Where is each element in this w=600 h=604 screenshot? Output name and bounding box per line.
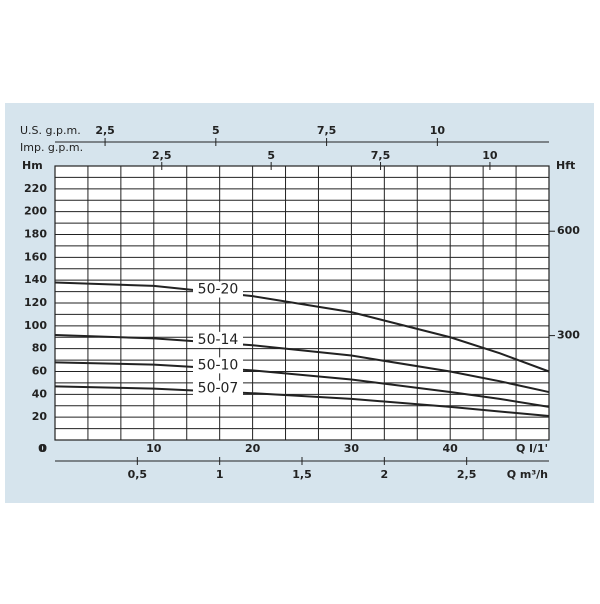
y-tick-label: 80 (32, 342, 48, 355)
y-tick-label: 180 (24, 228, 47, 241)
label-bg (193, 357, 243, 374)
axis-label: Q m³/h (507, 468, 548, 481)
y-tick-label: 100 (24, 319, 47, 332)
x-tick-label: 7,5 (317, 124, 337, 137)
x-tick-label: 10 (482, 149, 498, 162)
label-bg (193, 380, 243, 397)
x-tick-label: 1 (216, 468, 224, 481)
curve (54, 385, 550, 418)
y-tick-label: 0 (39, 442, 47, 455)
y-tick-label: 200 (24, 205, 47, 218)
y2-tick-label: 600 (557, 224, 580, 237)
y-tick-label: 160 (24, 250, 47, 263)
y-tick-label: 20 (32, 410, 48, 423)
x-tick-label: 1,5 (292, 468, 312, 481)
label-bg (193, 281, 243, 298)
y-tick-label: 60 (32, 365, 48, 378)
series-label: 50-10 (198, 357, 239, 373)
y-axis-label: Hm (22, 159, 43, 172)
label-bg (193, 331, 243, 348)
x-tick-label: 40 (443, 442, 459, 455)
y-tick-label: 40 (32, 387, 48, 400)
x-tick-label: 10 (146, 442, 162, 455)
x-tick-label: 0 (38, 442, 46, 455)
x-tick-label: 10 (430, 124, 446, 137)
x-tick-label: 20 (245, 442, 261, 455)
curve (54, 333, 550, 394)
x-tick-label: 5 (267, 149, 275, 162)
axis-label: Imp. g.p.m. (20, 141, 83, 154)
x-tick-label: 2,5 (457, 468, 477, 481)
y-tick-label: 140 (24, 273, 47, 286)
curve (54, 281, 550, 373)
y2-axis-label: Hft (556, 159, 575, 172)
plot-border (54, 165, 550, 441)
x-tick-label: 30 (344, 442, 360, 455)
x-tick-label: 5 (212, 124, 220, 137)
series-label: 50-14 (198, 332, 239, 348)
x-tick-label: 7,5 (371, 149, 391, 162)
curve (54, 361, 550, 408)
x-tick-label: 2,5 (95, 124, 115, 137)
axis-label: U.S. g.p.m. (20, 124, 81, 137)
y-tick-label: 220 (24, 182, 47, 195)
x-axis-label: Q l/1' (516, 442, 548, 455)
x-tick-label: 2,5 (152, 149, 172, 162)
series-label: 50-07 (198, 381, 239, 397)
y-tick-label: 120 (24, 296, 47, 309)
x-tick-label: 0,5 (128, 468, 148, 481)
x-tick-label: 2 (381, 468, 389, 481)
series-label: 50-20 (198, 282, 239, 298)
y2-tick-label: 300 (557, 329, 580, 342)
